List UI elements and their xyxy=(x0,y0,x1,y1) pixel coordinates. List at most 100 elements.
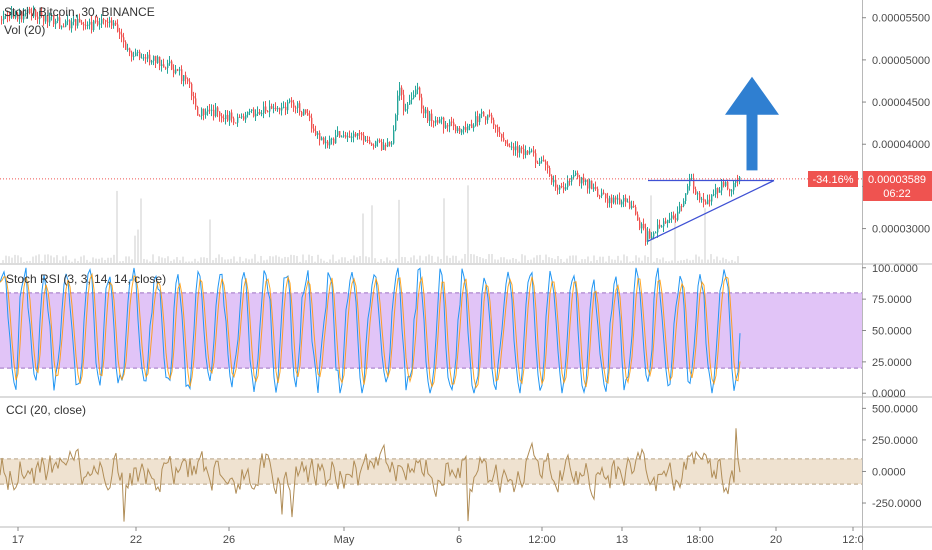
volume-bar xyxy=(320,258,322,263)
volume-bar xyxy=(449,257,451,263)
volume-bar xyxy=(152,254,154,263)
candle-body xyxy=(593,187,595,190)
candle-body xyxy=(135,52,137,57)
up-arrow-annotation[interactable] xyxy=(725,76,779,171)
candle-body xyxy=(265,106,267,112)
candle-body xyxy=(5,15,7,17)
volume-bar xyxy=(461,258,463,263)
volume-bar xyxy=(314,261,316,263)
candle-body xyxy=(295,107,297,109)
candle-body xyxy=(485,116,487,121)
volume-bar xyxy=(635,255,637,263)
time-axis-label: 18:00 xyxy=(686,534,714,546)
volume-bar xyxy=(14,254,16,263)
volume-bar xyxy=(290,254,292,263)
candle-body xyxy=(349,136,351,138)
volume-bar xyxy=(170,260,172,263)
candle-body xyxy=(347,136,349,138)
volume-bar xyxy=(725,259,727,263)
volume-bar xyxy=(467,185,469,263)
candle-body xyxy=(719,190,721,193)
volume-bar xyxy=(50,255,52,263)
cci-axis-tick-label: 500.0000 xyxy=(872,403,918,415)
volume-bar xyxy=(335,261,337,263)
candle-body xyxy=(635,207,637,215)
candle-body xyxy=(149,54,151,63)
candle-body xyxy=(525,151,527,155)
volume-bar xyxy=(566,258,568,263)
time-axis[interactable]: 17 22 26 May 6 12:00 13 18:00 20 12:0 xyxy=(12,527,864,546)
volume-bar xyxy=(275,255,277,263)
candle-body xyxy=(505,140,507,144)
candle-body xyxy=(521,147,523,150)
candle-body xyxy=(513,146,515,151)
volume-bar xyxy=(56,255,58,263)
candle-body xyxy=(385,144,387,147)
cci-axis-tick-label: 0.0000 xyxy=(872,466,906,478)
volume-bar xyxy=(239,256,241,263)
volume-bar xyxy=(521,254,523,263)
candle-body xyxy=(553,179,555,183)
candle-body xyxy=(83,24,85,26)
cci-pane[interactable] xyxy=(0,428,741,522)
candle-body xyxy=(417,87,419,90)
candle-body xyxy=(377,140,379,142)
candle-body xyxy=(539,161,541,164)
candle-body xyxy=(41,12,43,17)
volume-bar xyxy=(98,258,100,263)
volume-bar xyxy=(278,256,280,263)
volume-bar xyxy=(218,254,220,263)
volume-bar xyxy=(146,259,148,263)
cci-axis[interactable]: 500.0000 250.0000 0.0000 -250.0000 xyxy=(862,403,922,510)
candle-body xyxy=(319,132,321,141)
candle-body xyxy=(579,177,581,184)
volume-bar xyxy=(629,261,631,263)
volume-bar xyxy=(707,259,709,263)
volume-bar xyxy=(716,256,718,263)
candle-body xyxy=(621,201,623,205)
candle-body xyxy=(545,161,547,165)
candle-body xyxy=(515,146,517,151)
volume-bar xyxy=(83,255,85,263)
volume-bar xyxy=(680,260,682,263)
candle-body xyxy=(419,87,421,98)
candle-body xyxy=(407,104,409,110)
volume-bar xyxy=(641,260,643,263)
price-axis-tick-label: 0.00004000 xyxy=(872,139,930,151)
current-price-label: 0.00003589 xyxy=(868,174,926,186)
stoch-rsi-pane[interactable] xyxy=(0,267,741,395)
candle-body xyxy=(733,182,735,191)
price-pane[interactable] xyxy=(1,5,741,263)
bar-countdown: 06:22 xyxy=(883,188,911,200)
candle-body xyxy=(591,180,593,190)
candle-body xyxy=(643,223,645,229)
volume-bar xyxy=(2,260,4,263)
stoch-rsi-axis[interactable]: 100.0000 75.0000 50.0000 25.0000 0.0000 xyxy=(862,263,918,400)
volume-bar xyxy=(131,259,133,263)
volume-bar xyxy=(650,195,652,263)
volume-bar xyxy=(659,259,661,263)
candle-body xyxy=(85,24,87,26)
candle-body xyxy=(325,141,327,144)
candle-body xyxy=(681,205,683,207)
volume-bar xyxy=(164,258,166,263)
candle-body xyxy=(179,69,181,71)
cci-title: CCI (20, close) xyxy=(6,403,86,417)
volume-bar xyxy=(581,259,583,263)
candle-body xyxy=(537,162,539,164)
candle-body xyxy=(81,22,83,25)
candle-body xyxy=(395,115,397,130)
candle-body xyxy=(569,180,571,182)
candle-body xyxy=(541,159,543,162)
candle-body xyxy=(585,179,587,183)
candle-body xyxy=(625,197,627,203)
volume-bar xyxy=(575,255,577,263)
candle-body xyxy=(387,142,389,147)
candle-body xyxy=(661,226,663,228)
candle-body xyxy=(437,120,439,123)
candle-body xyxy=(507,143,509,147)
triangle-support-line[interactable] xyxy=(647,179,775,242)
candle-body xyxy=(701,198,703,200)
candle-body xyxy=(623,197,625,202)
